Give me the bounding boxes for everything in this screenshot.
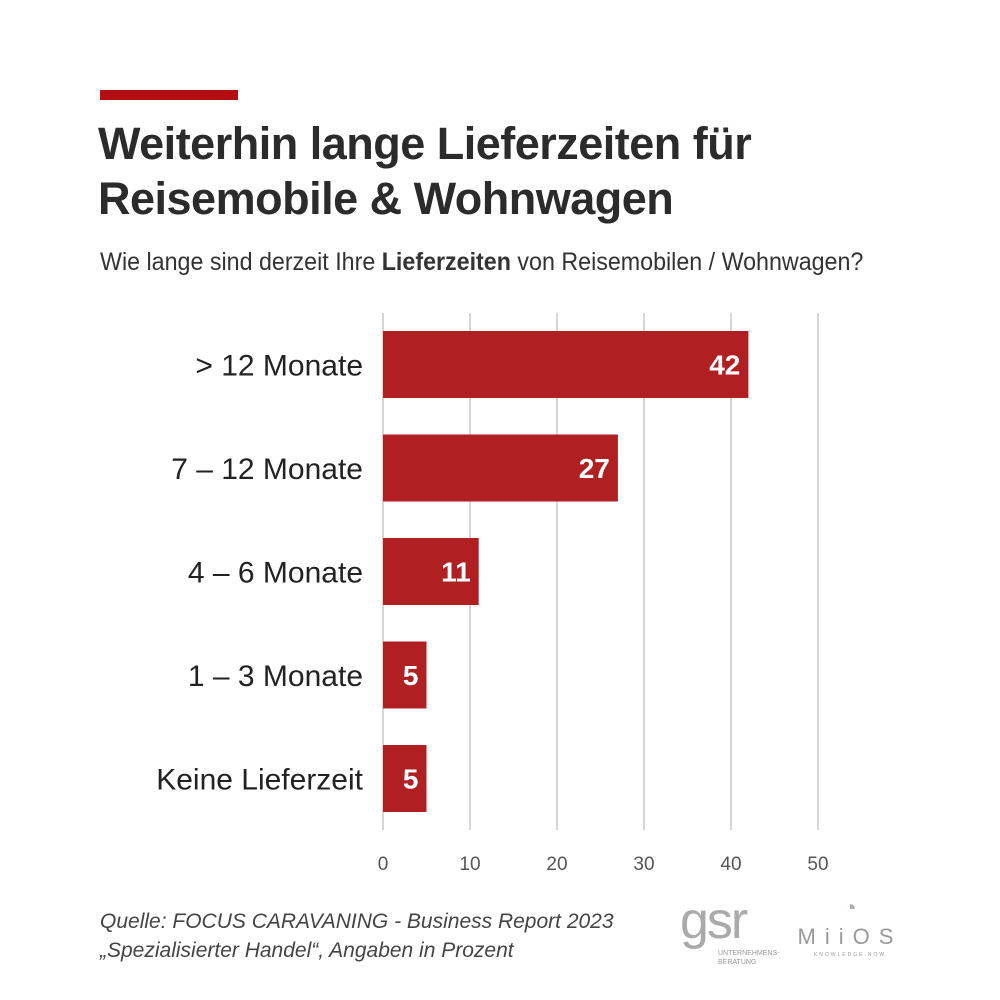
miios-logo-sub: KNOWLEDGE.NOW <box>813 952 887 958</box>
x-tick-label: 50 <box>807 854 828 875</box>
accent-bar <box>100 90 238 100</box>
category-label: 7 – 12 Monate <box>171 453 363 486</box>
subtitle-post: von Reisemobilen / Wohnwagen? <box>510 248 864 276</box>
category-label: 1 – 3 Monate <box>188 660 363 693</box>
category-label: > 12 Monate <box>195 350 363 383</box>
subtitle-bold: Lieferzeiten <box>381 248 511 276</box>
gsr-logo-text: gsr <box>680 892 748 950</box>
bar <box>383 538 479 605</box>
source-line-2: „Spezialisierter Handel“, Angaben in Pro… <box>100 939 514 962</box>
data-label: 42 <box>709 350 740 381</box>
gsr-logo-sub2: BERATUNG <box>718 959 757 966</box>
chart-title: Weiterhin lange Lieferzeiten für Reisemo… <box>98 116 752 226</box>
x-tick-label: 20 <box>546 854 567 875</box>
data-label: 11 <box>441 557 471 588</box>
data-label: 27 <box>579 453 610 484</box>
bar <box>383 434 618 502</box>
bar <box>383 641 427 709</box>
x-tick-label: 40 <box>720 854 741 875</box>
category-label: 4 – 6 Monate <box>188 557 363 590</box>
chart-subtitle: Wie lange sind derzeit Ihre Lieferzeiten… <box>100 247 863 277</box>
bar <box>383 745 427 812</box>
gsr-logo-sub1: UNTERNEHMENS- <box>718 950 780 957</box>
bar <box>383 331 749 398</box>
miios-swirl-icon: ◔ <box>843 895 857 920</box>
subtitle-pre: Wie lange sind derzeit Ihre <box>100 248 382 276</box>
data-label: 5 <box>403 764 419 795</box>
miios-logo-text: MiiOS <box>797 924 903 949</box>
x-tick-label: 10 <box>459 854 480 875</box>
x-tick-label: 30 <box>633 854 654 875</box>
source-note: Quelle: FOCUS CARAVANING - Business Repo… <box>100 907 614 965</box>
title-line-1: Weiterhin lange Lieferzeiten für <box>98 118 752 169</box>
title-line-2: Reisemobile & Wohnwagen <box>98 173 674 224</box>
gsr-logo: gsr UNTERNEHMENS- BERATUNG <box>680 893 779 967</box>
source-line-1: Quelle: FOCUS CARAVANING - Business Repo… <box>100 910 614 933</box>
x-tick-label: 0 <box>378 854 389 875</box>
data-label: 5 <box>403 660 419 691</box>
category-label: Keine Lieferzeit <box>156 764 363 797</box>
miios-logo: ◔ MiiOS KNOWLEDGE.NOW <box>795 893 905 959</box>
